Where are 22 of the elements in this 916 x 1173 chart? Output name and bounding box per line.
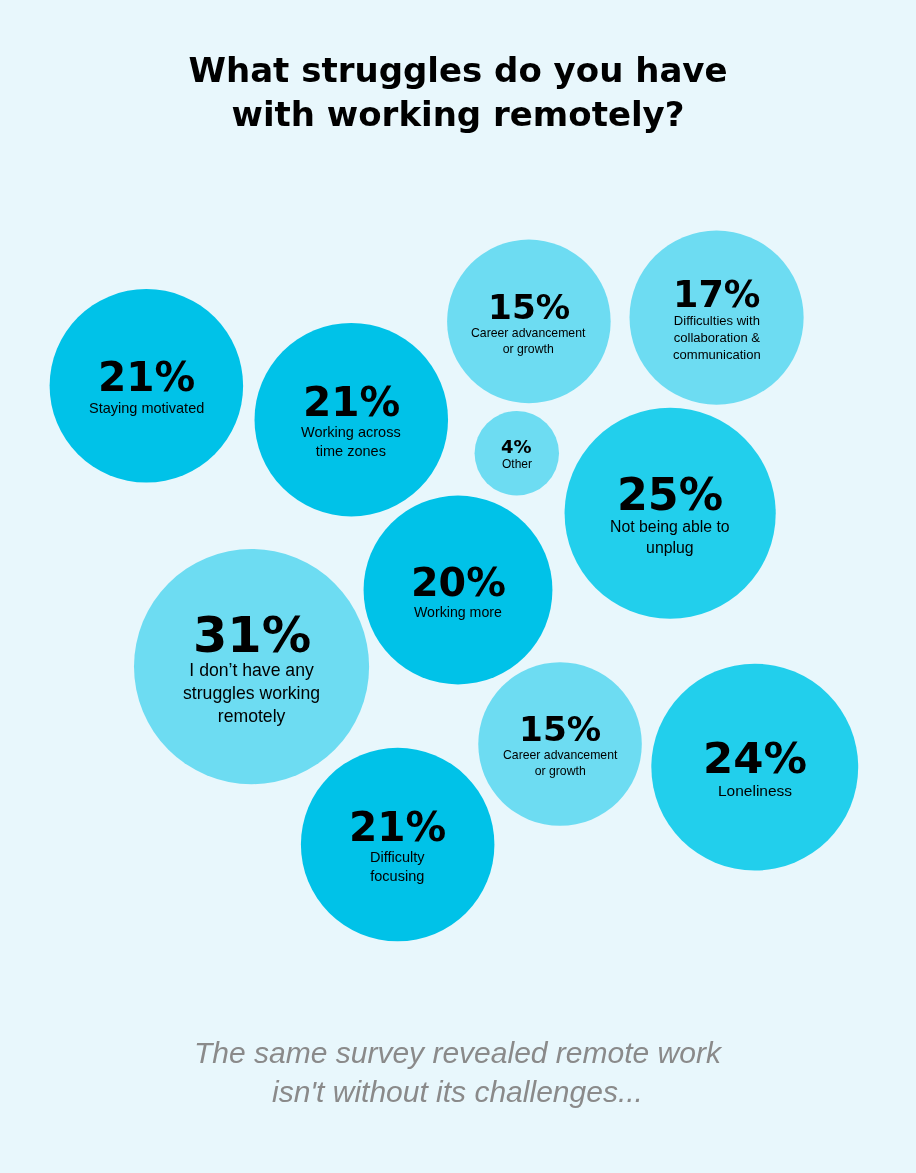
category-label: Difficulty focusing	[370, 849, 426, 884]
data-label: 15%	[488, 287, 571, 327]
category-label: Difficulties with collaboration & communication	[673, 313, 761, 362]
category-label: Loneliness	[718, 782, 793, 799]
text: The same survey revealed remote work isn't without its challenges...	[194, 1036, 723, 1108]
data-label: 21%	[303, 378, 401, 426]
category-label: Other	[502, 457, 533, 471]
category-label: Working across time zones	[301, 424, 401, 459]
data-label: 4%	[501, 436, 532, 457]
category-label: Staying motivated	[89, 400, 205, 416]
data-label: 21%	[349, 803, 447, 851]
category-label: Career advancement or growth	[503, 748, 618, 778]
category-label: Not being able to unplug	[610, 518, 730, 556]
category-label: Career advancement or growth	[471, 326, 586, 356]
data-label: 15%	[519, 709, 602, 749]
text: What struggles do you have with working remotely?	[188, 50, 728, 135]
data-label: 21%	[98, 353, 196, 401]
data-label: 17%	[673, 273, 761, 316]
data-label: 20%	[411, 559, 506, 605]
category-label: Working more	[414, 604, 502, 620]
data-label: 25%	[617, 469, 724, 520]
data-label: 24%	[703, 733, 807, 783]
